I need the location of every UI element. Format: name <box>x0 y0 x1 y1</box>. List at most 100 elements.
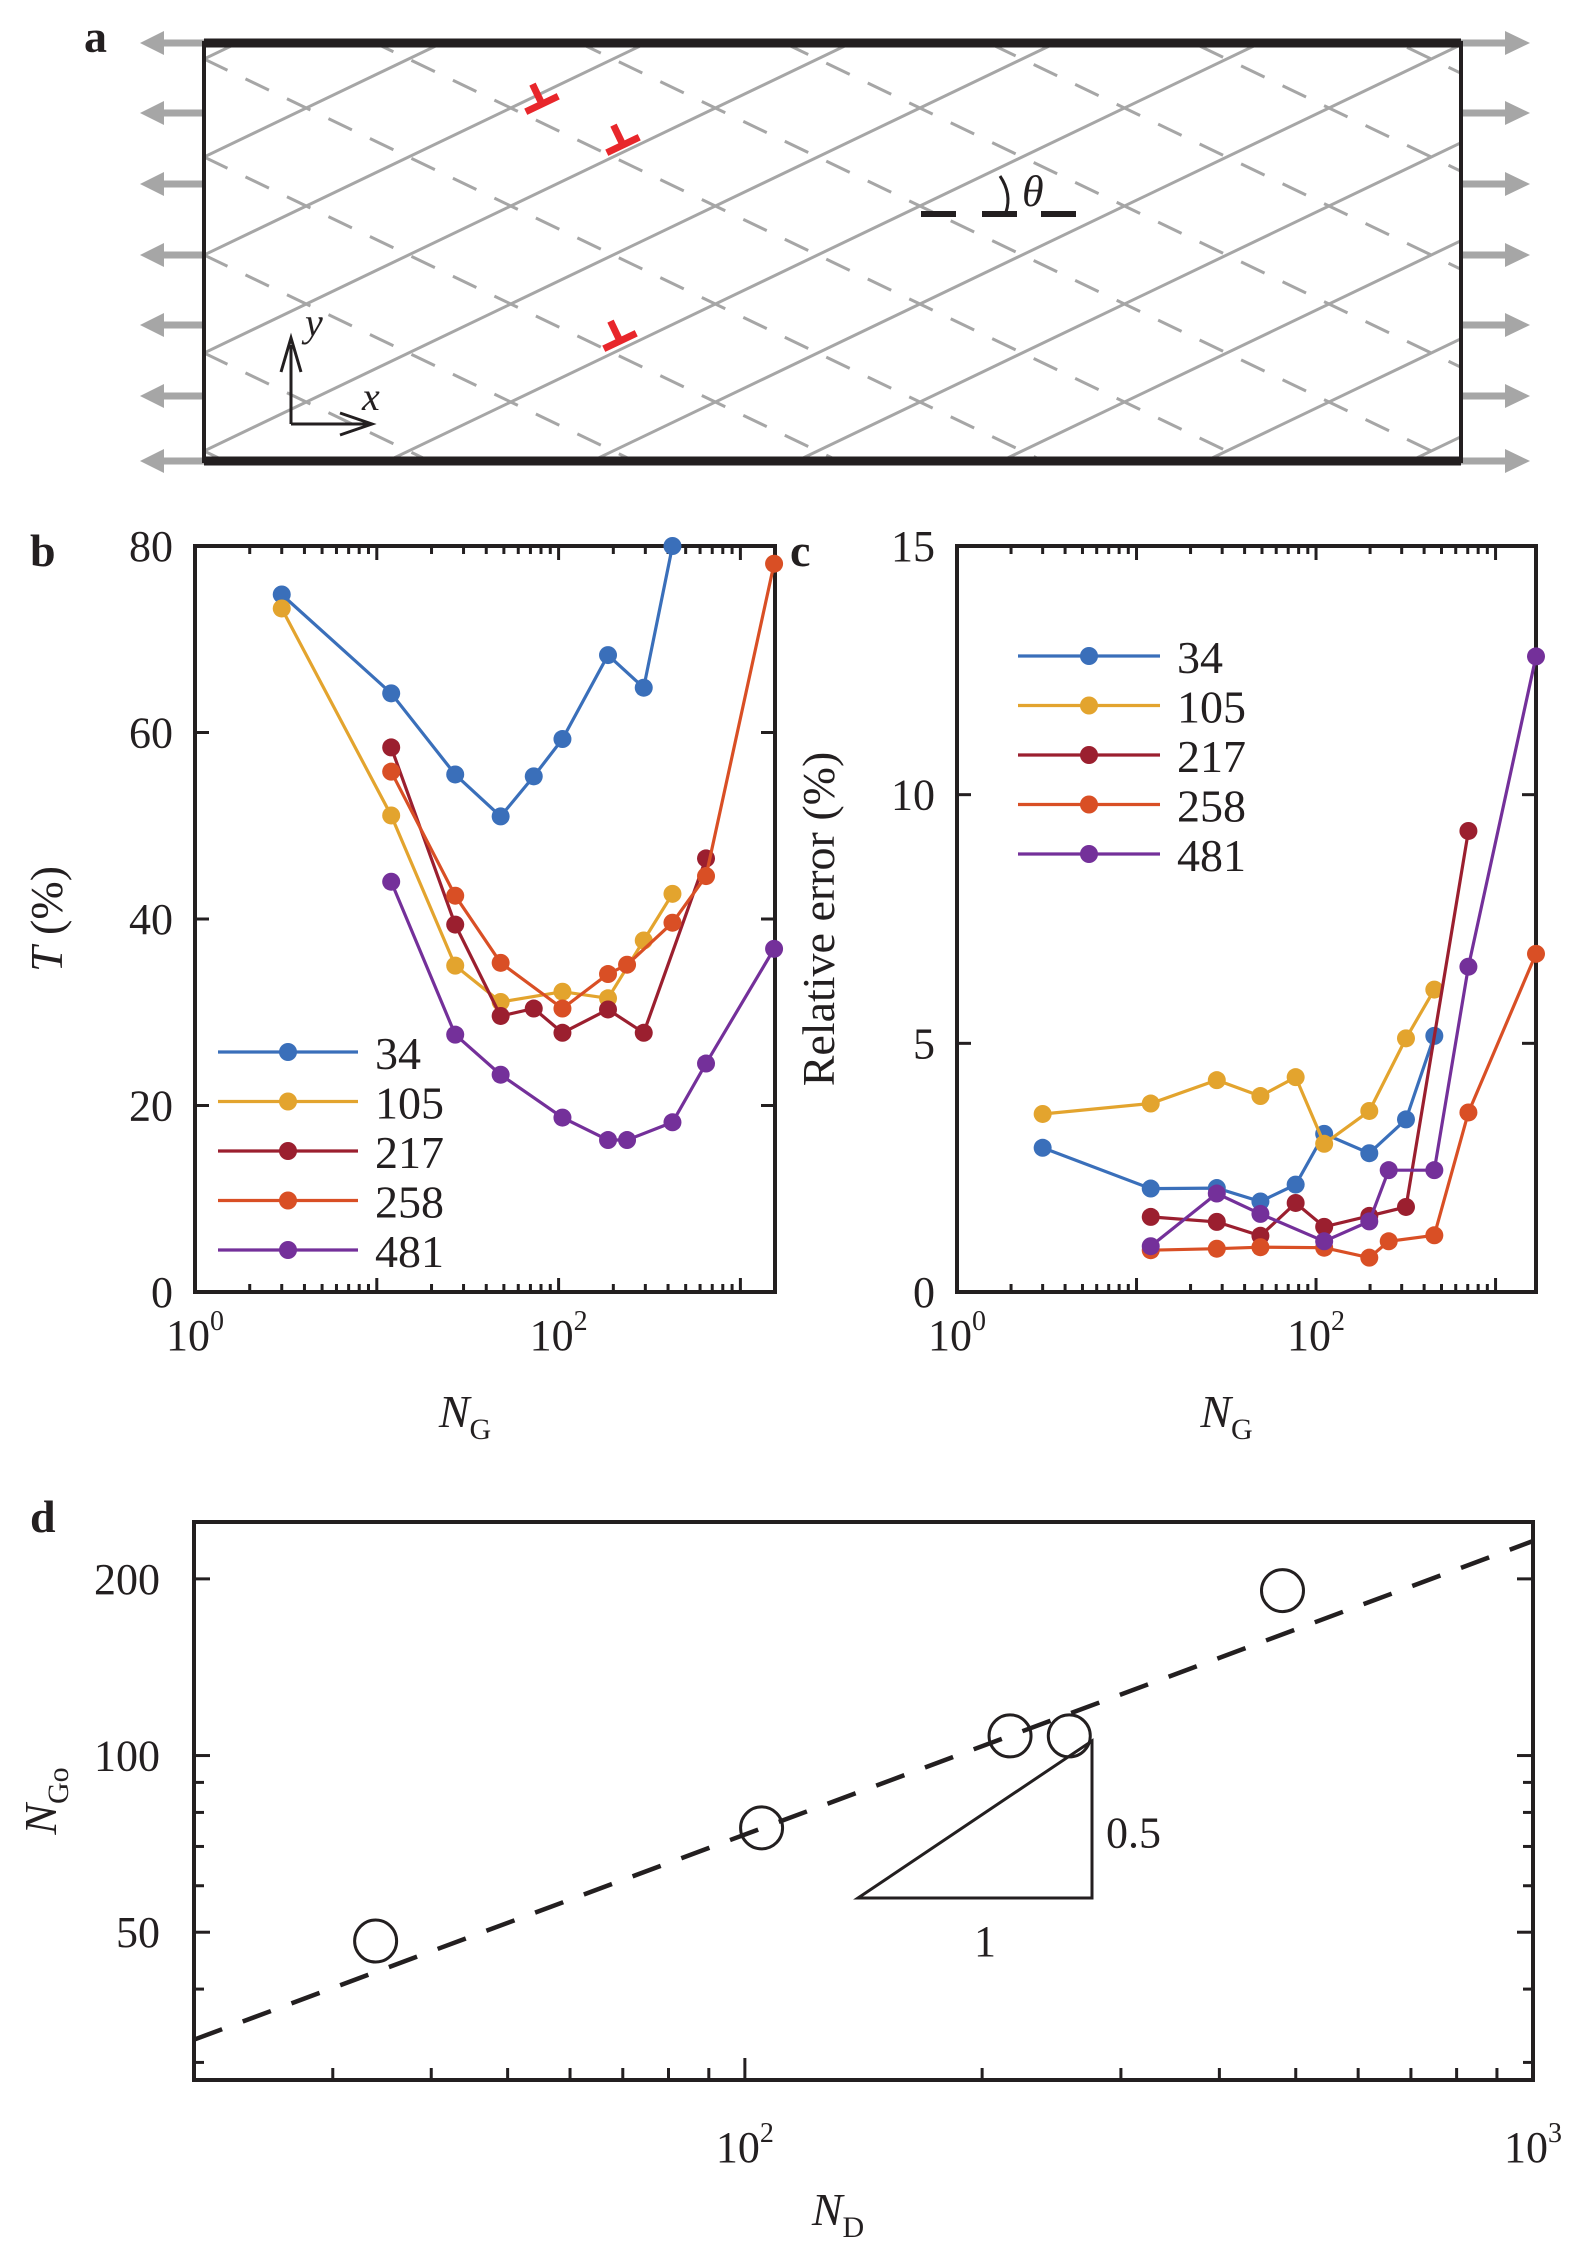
y-tick-label: 0 <box>913 1268 935 1317</box>
x-axis-label-subscript: D <box>843 2211 865 2244</box>
data-point <box>491 1006 510 1025</box>
data-point <box>553 982 572 1001</box>
slip-line-dashed <box>576 43 1456 461</box>
data-point <box>599 1000 618 1019</box>
panel-label-c: c <box>790 525 810 576</box>
data-point-open-circle <box>1046 1713 1092 1759</box>
x-tick-exponent: 3 <box>1548 2118 1562 2149</box>
legend-label: 481 <box>1177 830 1246 881</box>
data-point <box>553 730 572 749</box>
arrowhead-right-icon <box>1505 172 1530 196</box>
y-axis-label: Relative error (%) <box>793 752 844 1087</box>
x-tick-label: 100 <box>928 1306 986 1360</box>
data-point <box>446 956 465 975</box>
slip-line-solid <box>204 43 1060 453</box>
data-point-open-circle <box>739 1805 785 1851</box>
arrowhead-right-icon <box>1505 384 1530 408</box>
data-point <box>1379 1161 1398 1180</box>
coordinate-axes: y x <box>279 300 380 437</box>
series-217 <box>382 738 716 1042</box>
data-point <box>663 537 682 555</box>
x-tick-exponent: 2 <box>760 2118 774 2149</box>
x-axis-label-symbol: N <box>1199 1386 1233 1437</box>
slip-line-dashed <box>204 1333 1461 1935</box>
slip-line-dashed <box>1394 43 1461 75</box>
series-line <box>389 563 776 1011</box>
x-tick-label: 102 <box>530 1306 588 1360</box>
data-point <box>634 931 653 950</box>
data-point-open-circle <box>1259 1568 1305 1614</box>
data-point <box>697 867 716 886</box>
data-point <box>1286 1068 1305 1087</box>
series-line <box>1042 988 1436 1147</box>
series-line <box>280 545 675 819</box>
arrowhead-left-icon <box>140 172 164 196</box>
x-tick-base: 10 <box>1504 2123 1548 2172</box>
dislocation-symbol-icon <box>602 319 638 352</box>
data-point <box>1207 1212 1226 1231</box>
data-point <box>765 939 784 958</box>
data-point <box>1251 1087 1270 1106</box>
data-point <box>1425 1226 1444 1245</box>
series-481 <box>1141 647 1545 1256</box>
data-point <box>1141 1094 1160 1113</box>
data-point <box>634 1023 653 1042</box>
dislocation-symbol-icon <box>605 123 641 156</box>
x-axis-label-symbol: N <box>811 2184 845 2235</box>
data-point <box>1315 1232 1334 1251</box>
legend-label: 34 <box>375 1028 421 1079</box>
legend-marker <box>1080 795 1098 814</box>
data-point <box>1459 821 1478 840</box>
data-point <box>382 684 401 703</box>
data-point <box>1459 1103 1478 1122</box>
data-point <box>446 886 465 905</box>
legend-label: 258 <box>375 1177 444 1228</box>
x-tick-base: 10 <box>928 1311 972 1360</box>
data-point <box>1379 1232 1398 1251</box>
slip-line-dashed <box>780 43 1461 369</box>
legend-marker <box>279 1043 297 1061</box>
data-point <box>1527 647 1545 666</box>
data-point-open-circle <box>987 1713 1033 1759</box>
data-point <box>1033 1104 1052 1123</box>
y-axis-label-unit: (%) <box>21 866 72 946</box>
data-point <box>663 1113 682 1132</box>
data-point <box>697 1054 716 1073</box>
data-point <box>553 1023 572 1042</box>
panel-a-schematic: θ y x <box>140 31 1530 1935</box>
legend-label: 105 <box>375 1078 444 1129</box>
data-point <box>1033 1138 1052 1157</box>
data-point <box>446 1025 465 1044</box>
data-point <box>1251 1192 1270 1211</box>
slip-line-solid <box>588 43 1461 461</box>
load-arrows <box>140 31 1530 473</box>
sample-frame <box>202 41 1463 463</box>
series-258 <box>382 554 784 1018</box>
angle-label-theta: θ <box>1022 167 1044 216</box>
data-point <box>491 953 510 972</box>
y-tick-label: 50 <box>116 1908 160 1957</box>
data-point <box>1360 1212 1379 1231</box>
y-axis-label: NGo <box>15 1767 75 1835</box>
x-tick-exponent: 2 <box>1331 1306 1345 1337</box>
series-105 <box>272 599 682 1011</box>
data-point <box>618 1131 637 1150</box>
panel-label-a: a <box>84 11 107 62</box>
series-481 <box>382 872 784 1150</box>
arrowhead-left-icon <box>140 313 164 337</box>
legend-label: 217 <box>1177 731 1246 782</box>
series-line <box>280 607 674 1004</box>
x-axis-label: NG <box>1199 1386 1252 1446</box>
data-point <box>446 915 465 934</box>
y-tick-label: 15 <box>891 522 935 571</box>
x-tick-label: 102 <box>1287 1306 1345 1360</box>
data-point <box>634 678 653 697</box>
data-point <box>599 965 618 984</box>
data-point <box>1207 1239 1226 1258</box>
data-point <box>553 999 572 1018</box>
x-tick-base: 10 <box>716 2123 760 2172</box>
data-point <box>1459 957 1478 976</box>
